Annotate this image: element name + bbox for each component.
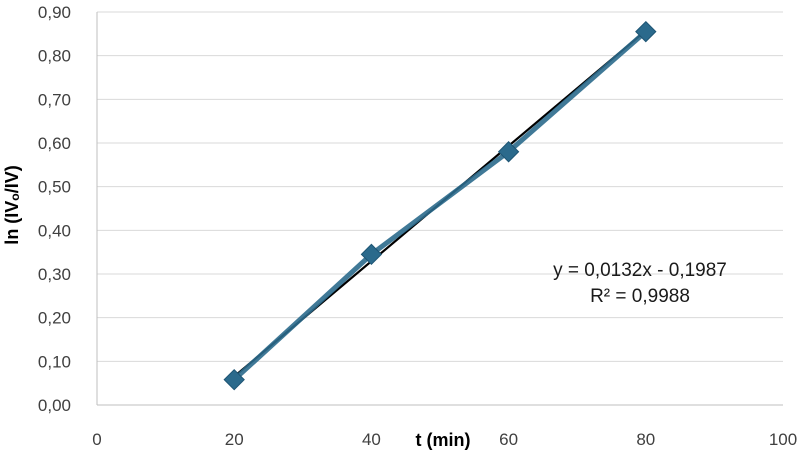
data-point-marker — [497, 141, 520, 163]
axes — [96, 12, 783, 406]
x-tick-label: 100 — [769, 430, 797, 449]
x-tick-label: 20 — [225, 430, 244, 449]
data-point-marker — [223, 368, 245, 391]
y-tick-label: 0,60 — [38, 134, 71, 153]
y-axis-title: ln (IVₒ/IV) — [2, 165, 22, 244]
series-group — [223, 20, 657, 391]
y-tick-label: 0,30 — [38, 265, 71, 284]
y-tick-label: 0,50 — [38, 178, 71, 197]
y-tick-label: 0,80 — [38, 47, 71, 66]
trendline-equation: y = 0,0132x - 0,1987 — [553, 260, 727, 281]
y-tick-labels: 0,00 0,10 0,20 0,30 0,40 0,50 0,60 0,70 0,80 0,90 — [38, 3, 71, 415]
x-tick-label: 40 — [362, 430, 381, 449]
y-tick-label: 0,00 — [38, 396, 71, 415]
y-tick-label: 0,40 — [38, 221, 71, 240]
x-tick-label: 80 — [636, 430, 655, 449]
y-tick-label: 0,70 — [38, 90, 71, 109]
y-tick-label: 0,20 — [38, 309, 71, 328]
y-tick-label: 0,10 — [38, 352, 71, 371]
data-point-marker — [635, 20, 657, 43]
data-point-marker — [360, 243, 383, 266]
x-tick-labels: 0 20 40 60 80 100 — [92, 430, 797, 449]
gridlines — [97, 11, 783, 362]
series-line — [231, 29, 649, 383]
x-axis-title: t (min) — [416, 430, 471, 450]
x-tick-label: 60 — [499, 430, 518, 449]
x-tick-label: 0 — [92, 430, 101, 449]
y-tick-label: 0,90 — [38, 3, 71, 22]
r-squared-label: R² = 0,9988 — [590, 286, 690, 307]
